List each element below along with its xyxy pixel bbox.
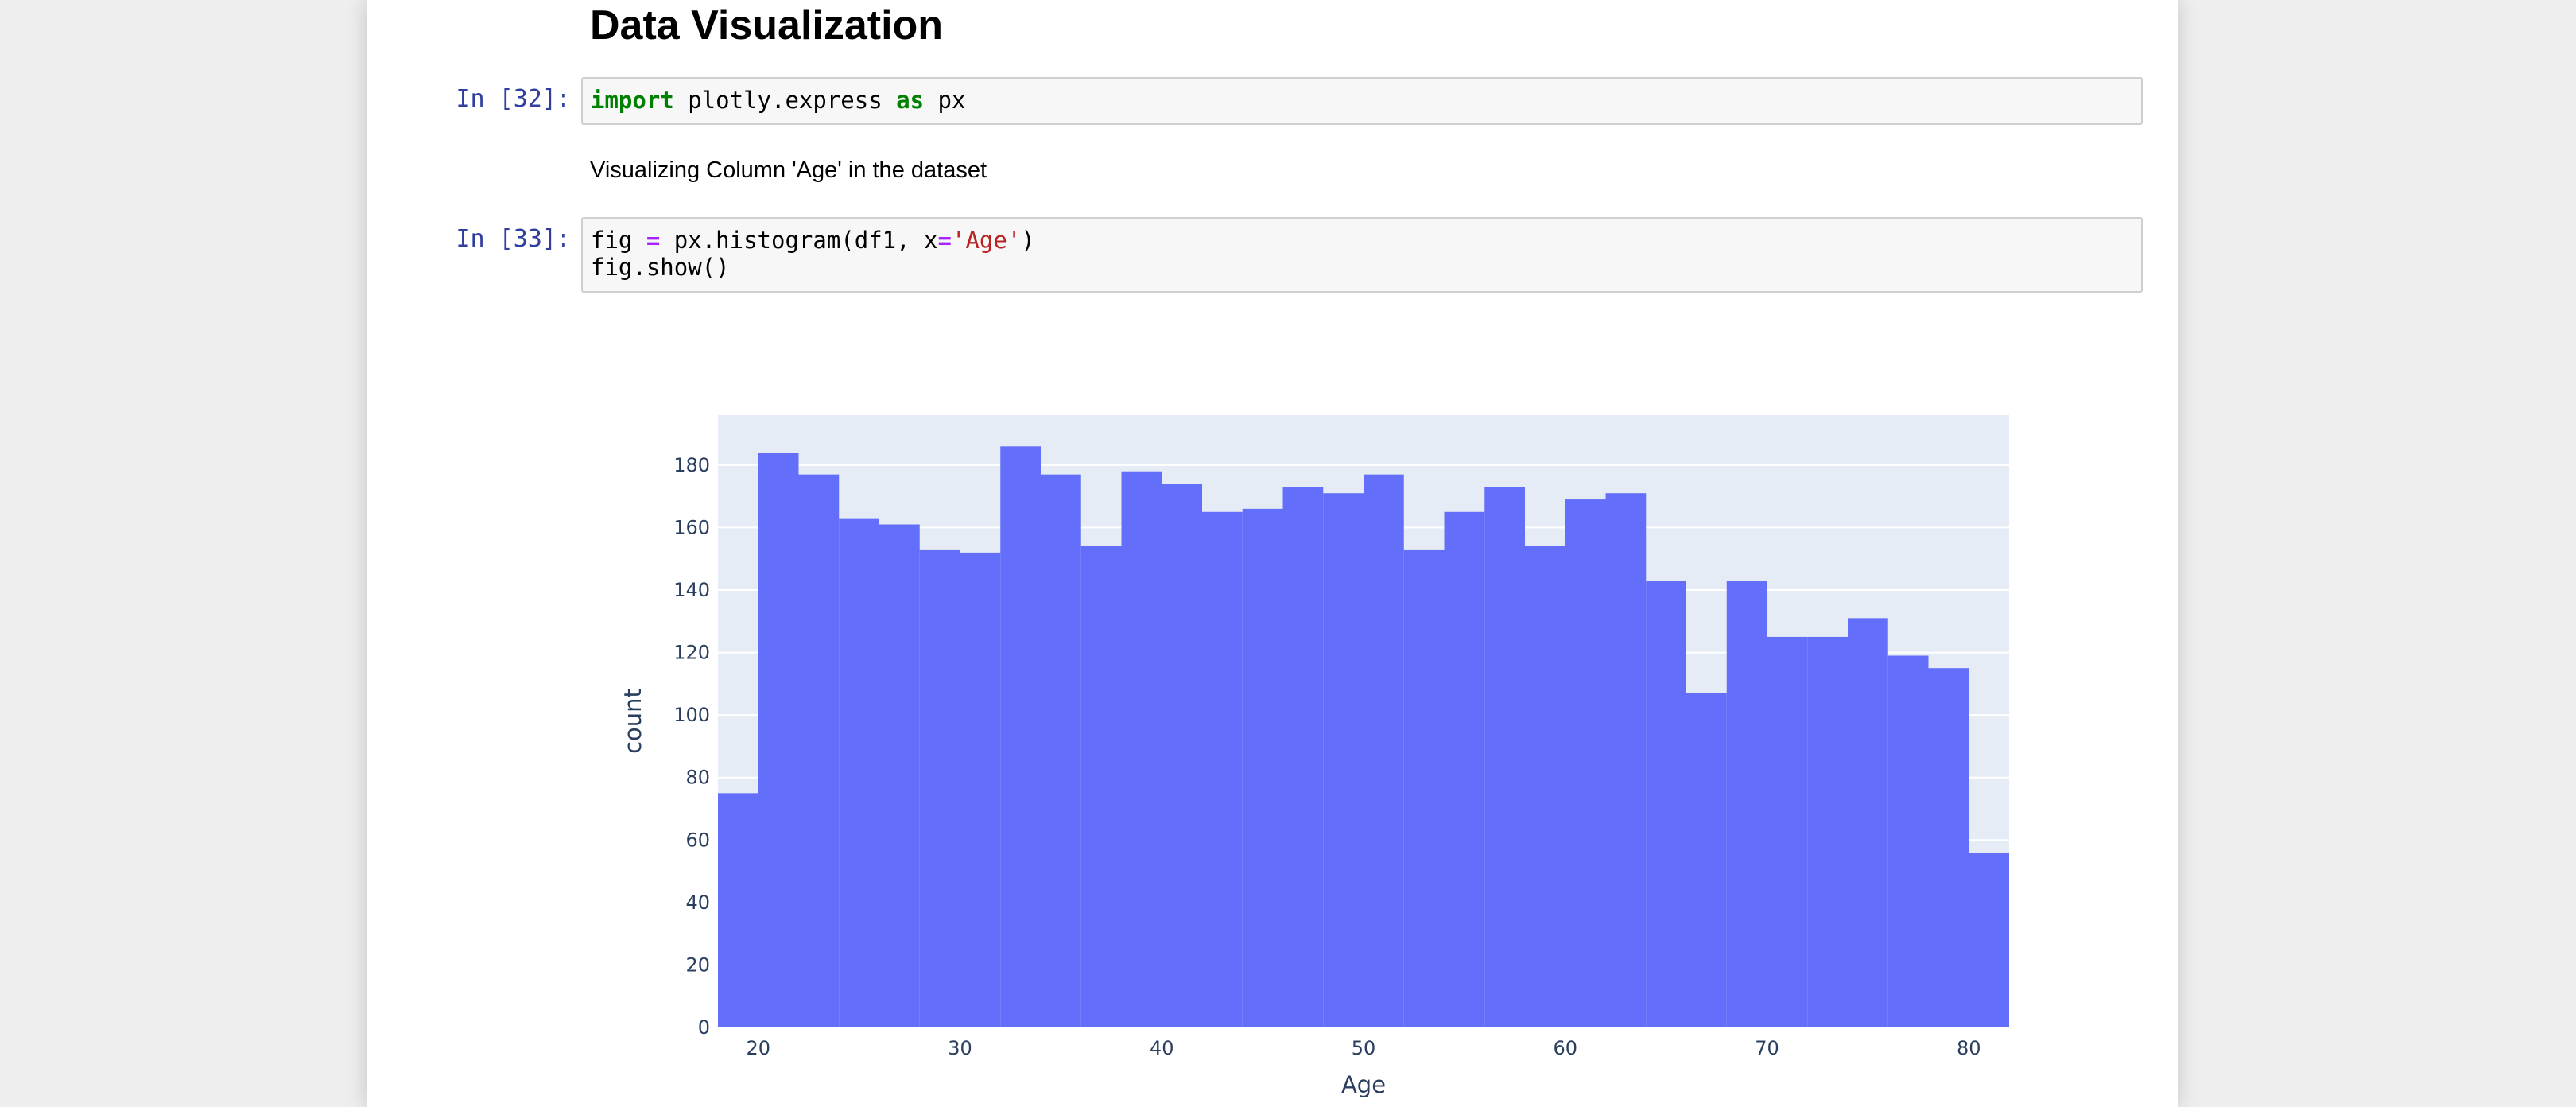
code-token: import — [591, 87, 674, 114]
y-tick-label: 120 — [673, 642, 710, 664]
y-tick-label: 0 — [698, 1016, 710, 1039]
code-cell-histogram[interactable]: fig = px.histogram(df1, x='Age') fig.sho… — [581, 217, 2143, 293]
x-axis-title: Age — [1341, 1071, 1386, 1098]
x-tick-label: 20 — [746, 1037, 770, 1059]
code-token: ) — [1021, 227, 1035, 254]
histogram-bar — [1403, 549, 1445, 1027]
histogram-bar — [1121, 471, 1162, 1027]
histogram-bar — [1565, 499, 1606, 1027]
code-token: = — [937, 227, 952, 254]
code-line: fig = px.histogram(df1, x='Age') — [591, 227, 1035, 254]
histogram-bar — [1807, 636, 1848, 1027]
code-token: as — [896, 87, 925, 114]
code-token: fig — [591, 227, 646, 254]
markdown-text: Visualizing Column 'Age' in the dataset — [590, 157, 987, 183]
y-tick-label: 40 — [685, 891, 710, 914]
y-tick-label: 160 — [673, 516, 710, 538]
histogram-bar — [1686, 693, 1727, 1027]
x-tick-label: 80 — [1957, 1037, 1981, 1059]
y-tick-label: 60 — [685, 829, 710, 851]
code-token: px.histogram(df1, x — [660, 227, 938, 254]
histogram-bar — [1162, 484, 1202, 1027]
histogram-bar — [1726, 581, 1767, 1027]
histogram-bar — [1848, 618, 1888, 1027]
histogram-bar — [1242, 508, 1283, 1027]
cell-prompt-33: In [33]: — [456, 225, 572, 253]
histogram-bar — [1767, 636, 1808, 1027]
code-token: = — [646, 227, 661, 254]
y-axis-title: count — [619, 689, 646, 754]
histogram-bar — [1080, 546, 1122, 1027]
histogram-bar — [839, 518, 879, 1027]
x-tick-label: 70 — [1755, 1037, 1779, 1059]
histogram-bar — [1000, 446, 1041, 1027]
histogram-bar — [1484, 487, 1525, 1027]
histogram-bar — [1041, 474, 1081, 1027]
code-token: plotly.express — [673, 87, 897, 114]
y-tick-label: 100 — [673, 704, 710, 726]
y-tick-label: 140 — [673, 579, 710, 601]
histogram-bar — [1969, 853, 2009, 1027]
y-tick-label: 80 — [685, 767, 710, 789]
code-token: 'Age' — [951, 227, 1022, 254]
histogram-bar — [718, 793, 758, 1027]
histogram-bar — [758, 453, 799, 1027]
histogram-bar — [960, 552, 1001, 1027]
histogram-bar — [1605, 493, 1647, 1027]
cell-prompt-32: In [32]: — [456, 85, 572, 113]
y-tick-label: 180 — [673, 454, 710, 476]
x-tick-label: 40 — [1150, 1037, 1174, 1059]
section-heading: Data Visualization — [590, 2, 944, 49]
x-tick-label: 50 — [1352, 1037, 1376, 1059]
histogram-bar — [1525, 546, 1565, 1027]
histogram-bar — [1323, 493, 1364, 1027]
histogram-bar — [798, 474, 840, 1027]
y-tick-label: 20 — [685, 954, 710, 976]
histogram-bar — [1202, 511, 1243, 1027]
histogram-bar — [919, 549, 960, 1027]
histogram-bar — [1887, 655, 1929, 1027]
code-line: fig.show() — [591, 254, 730, 281]
code-token: px — [924, 87, 966, 114]
histogram-bar — [1282, 487, 1324, 1027]
histogram-bar — [1646, 581, 1686, 1027]
histogram-bar — [1364, 474, 1404, 1027]
x-tick-label: 30 — [948, 1037, 972, 1059]
code-cell-import[interactable]: import plotly.express as px — [581, 77, 2143, 125]
histogram-bar — [879, 524, 920, 1027]
x-tick-label: 60 — [1553, 1037, 1577, 1059]
code-line: import plotly.express as px — [591, 87, 965, 114]
histogram-bar — [1444, 511, 1485, 1027]
histogram-bar — [1928, 668, 1969, 1027]
